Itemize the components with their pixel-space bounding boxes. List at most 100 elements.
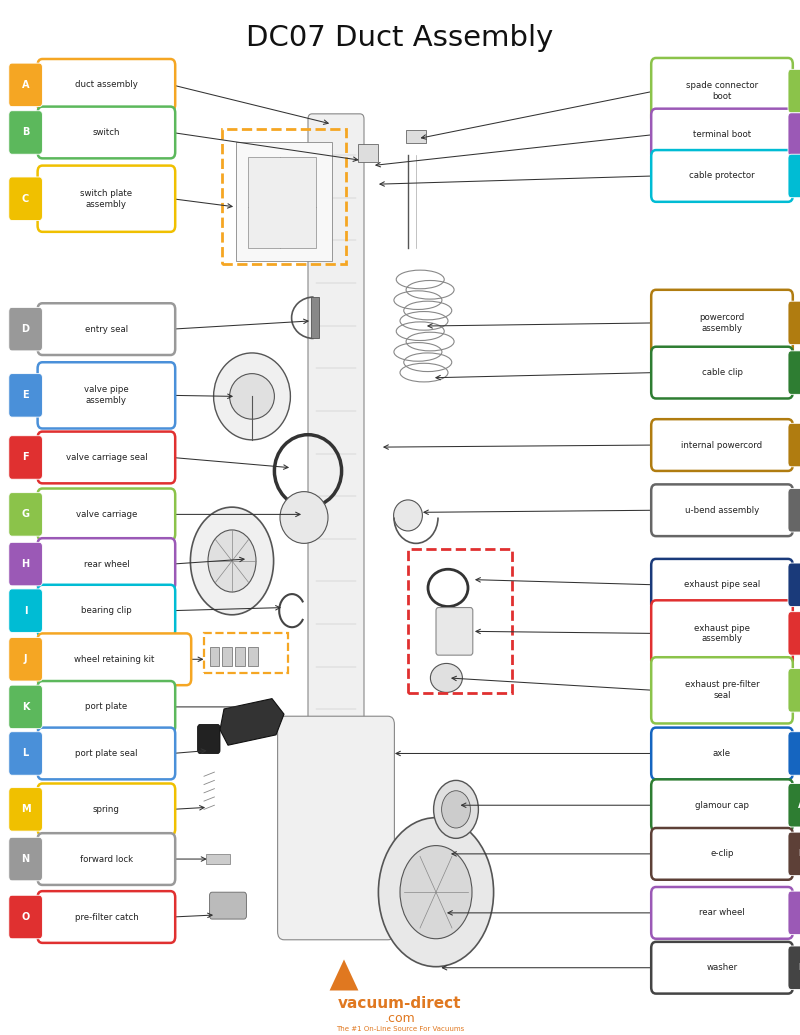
FancyBboxPatch shape bbox=[651, 347, 793, 398]
FancyBboxPatch shape bbox=[9, 63, 42, 107]
FancyBboxPatch shape bbox=[651, 58, 793, 124]
Text: cable protector: cable protector bbox=[689, 172, 755, 180]
Text: C: C bbox=[22, 194, 30, 204]
Text: terminal boot: terminal boot bbox=[693, 130, 751, 139]
FancyBboxPatch shape bbox=[651, 779, 793, 831]
FancyBboxPatch shape bbox=[9, 307, 42, 351]
FancyBboxPatch shape bbox=[788, 946, 800, 989]
FancyBboxPatch shape bbox=[38, 303, 175, 355]
FancyBboxPatch shape bbox=[788, 563, 800, 607]
Text: cable clip: cable clip bbox=[702, 368, 742, 377]
Text: DD: DD bbox=[798, 964, 800, 972]
Polygon shape bbox=[330, 959, 358, 990]
FancyBboxPatch shape bbox=[788, 669, 800, 712]
Ellipse shape bbox=[430, 663, 462, 692]
FancyBboxPatch shape bbox=[38, 783, 175, 835]
Bar bbox=[235, 647, 245, 666]
Text: duct assembly: duct assembly bbox=[75, 81, 138, 89]
Text: valve carriage seal: valve carriage seal bbox=[66, 453, 147, 462]
Text: O: O bbox=[22, 912, 30, 922]
Text: AA: AA bbox=[798, 801, 800, 809]
Text: forward lock: forward lock bbox=[80, 855, 133, 863]
FancyBboxPatch shape bbox=[788, 113, 800, 156]
FancyBboxPatch shape bbox=[788, 351, 800, 394]
Text: exhaust pipe seal: exhaust pipe seal bbox=[684, 581, 760, 589]
Text: washer: washer bbox=[706, 964, 738, 972]
FancyBboxPatch shape bbox=[210, 892, 246, 919]
FancyBboxPatch shape bbox=[9, 638, 42, 681]
FancyBboxPatch shape bbox=[38, 681, 175, 733]
Bar bbox=[222, 647, 232, 666]
Ellipse shape bbox=[280, 492, 328, 543]
Ellipse shape bbox=[208, 530, 256, 592]
Bar bbox=[311, 297, 319, 338]
Text: J: J bbox=[24, 654, 27, 664]
FancyBboxPatch shape bbox=[651, 419, 793, 471]
FancyBboxPatch shape bbox=[788, 69, 800, 113]
FancyBboxPatch shape bbox=[788, 783, 800, 827]
FancyBboxPatch shape bbox=[38, 633, 191, 685]
Bar bbox=[204, 633, 288, 673]
Bar bbox=[248, 157, 316, 248]
Text: The #1 On-Line Source For Vacuums: The #1 On-Line Source For Vacuums bbox=[336, 1026, 464, 1032]
FancyBboxPatch shape bbox=[38, 107, 175, 158]
FancyBboxPatch shape bbox=[651, 150, 793, 202]
FancyBboxPatch shape bbox=[9, 493, 42, 536]
Text: E: E bbox=[22, 390, 29, 401]
Text: rear wheel: rear wheel bbox=[83, 560, 130, 568]
FancyBboxPatch shape bbox=[278, 716, 394, 940]
Ellipse shape bbox=[434, 780, 478, 838]
Bar bbox=[408, 549, 512, 693]
FancyBboxPatch shape bbox=[38, 59, 175, 111]
FancyBboxPatch shape bbox=[651, 484, 793, 536]
Bar bbox=[222, 129, 346, 264]
FancyBboxPatch shape bbox=[9, 685, 42, 729]
FancyBboxPatch shape bbox=[9, 542, 42, 586]
FancyBboxPatch shape bbox=[651, 728, 793, 779]
FancyBboxPatch shape bbox=[38, 166, 175, 232]
Ellipse shape bbox=[190, 507, 274, 615]
FancyBboxPatch shape bbox=[788, 612, 800, 655]
Text: vacuum-direct: vacuum-direct bbox=[338, 997, 462, 1011]
Bar bbox=[210, 647, 219, 666]
FancyBboxPatch shape bbox=[9, 436, 42, 479]
Text: valve pipe
assembly: valve pipe assembly bbox=[84, 385, 129, 406]
Text: spade connector
boot: spade connector boot bbox=[686, 81, 758, 101]
Ellipse shape bbox=[442, 791, 470, 828]
FancyBboxPatch shape bbox=[38, 538, 175, 590]
FancyBboxPatch shape bbox=[788, 832, 800, 876]
Ellipse shape bbox=[378, 818, 494, 967]
Text: I: I bbox=[24, 605, 27, 616]
FancyBboxPatch shape bbox=[9, 374, 42, 417]
FancyBboxPatch shape bbox=[436, 608, 473, 655]
Text: M: M bbox=[21, 804, 30, 815]
Text: N: N bbox=[22, 854, 30, 864]
Text: rear wheel: rear wheel bbox=[699, 909, 745, 917]
FancyBboxPatch shape bbox=[788, 489, 800, 532]
Text: powercord
assembly: powercord assembly bbox=[699, 313, 745, 333]
Text: internal powercord: internal powercord bbox=[682, 441, 762, 449]
Text: port plate: port plate bbox=[86, 703, 127, 711]
FancyBboxPatch shape bbox=[9, 177, 42, 220]
Text: BB: BB bbox=[798, 850, 800, 858]
FancyBboxPatch shape bbox=[651, 559, 793, 611]
FancyBboxPatch shape bbox=[9, 788, 42, 831]
Polygon shape bbox=[220, 699, 284, 745]
Bar bbox=[206, 854, 230, 864]
FancyBboxPatch shape bbox=[788, 891, 800, 935]
Text: .com: .com bbox=[385, 1012, 415, 1025]
FancyBboxPatch shape bbox=[198, 724, 220, 753]
FancyBboxPatch shape bbox=[651, 828, 793, 880]
Bar bbox=[406, 130, 426, 143]
FancyBboxPatch shape bbox=[9, 895, 42, 939]
Ellipse shape bbox=[400, 846, 472, 939]
Text: exhaust pipe
assembly: exhaust pipe assembly bbox=[694, 623, 750, 644]
FancyBboxPatch shape bbox=[788, 154, 800, 198]
Bar bbox=[248, 647, 258, 666]
FancyBboxPatch shape bbox=[788, 301, 800, 345]
Text: K: K bbox=[22, 702, 30, 712]
Text: wheel retaining kit: wheel retaining kit bbox=[74, 655, 154, 663]
FancyBboxPatch shape bbox=[651, 657, 793, 723]
Text: B: B bbox=[22, 127, 30, 138]
Text: glamour cap: glamour cap bbox=[695, 801, 749, 809]
